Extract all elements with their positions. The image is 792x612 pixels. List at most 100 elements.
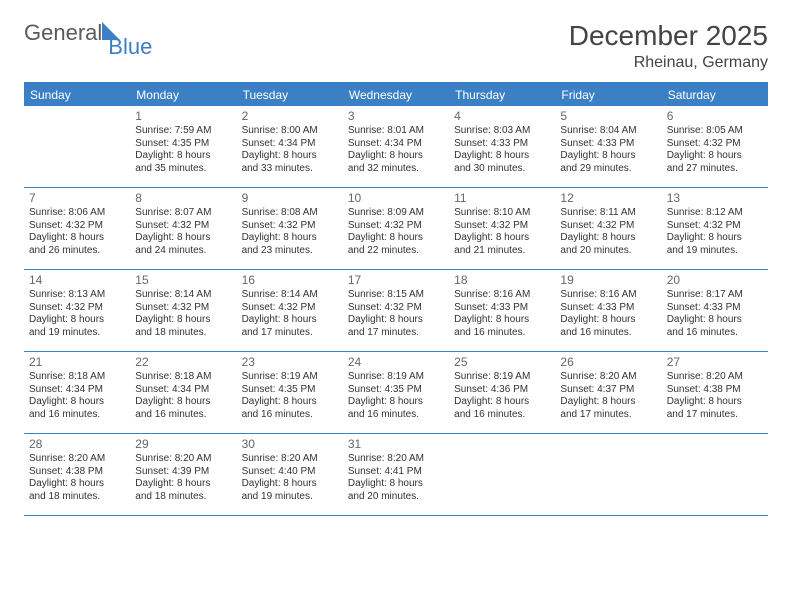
day1-text: Daylight: 8 hours (242, 314, 338, 327)
day2-text: and 17 minutes. (348, 327, 444, 340)
sunset-text: Sunset: 4:38 PM (667, 384, 763, 397)
sunset-text: Sunset: 4:32 PM (454, 220, 550, 233)
day-number: 20 (667, 273, 763, 288)
week-row: 14Sunrise: 8:13 AMSunset: 4:32 PMDayligh… (24, 270, 768, 352)
day2-text: and 16 minutes. (560, 327, 656, 340)
day1-text: Daylight: 8 hours (454, 232, 550, 245)
day2-text: and 17 minutes. (242, 327, 338, 340)
sunset-text: Sunset: 4:32 PM (667, 138, 763, 151)
day2-text: and 17 minutes. (560, 409, 656, 422)
day1-text: Daylight: 8 hours (560, 396, 656, 409)
day-cell: 29Sunrise: 8:20 AMSunset: 4:39 PMDayligh… (130, 434, 236, 515)
sunset-text: Sunset: 4:33 PM (667, 302, 763, 315)
day-cell: 1Sunrise: 7:59 AMSunset: 4:35 PMDaylight… (130, 106, 236, 187)
sunset-text: Sunset: 4:32 PM (135, 220, 231, 233)
day-cell: 21Sunrise: 8:18 AMSunset: 4:34 PMDayligh… (24, 352, 130, 433)
day1-text: Daylight: 8 hours (667, 396, 763, 409)
day-number: 28 (29, 437, 125, 452)
day2-text: and 16 minutes. (454, 327, 550, 340)
calendar: Sunday Monday Tuesday Wednesday Thursday… (24, 82, 768, 516)
day-cell: 15Sunrise: 8:14 AMSunset: 4:32 PMDayligh… (130, 270, 236, 351)
day2-text: and 26 minutes. (29, 245, 125, 258)
sunrise-text: Sunrise: 8:17 AM (667, 289, 763, 302)
day1-text: Daylight: 8 hours (135, 478, 231, 491)
sunset-text: Sunset: 4:41 PM (348, 466, 444, 479)
day2-text: and 22 minutes. (348, 245, 444, 258)
sunset-text: Sunset: 4:32 PM (667, 220, 763, 233)
sunrise-text: Sunrise: 8:20 AM (348, 453, 444, 466)
day2-text: and 20 minutes. (348, 491, 444, 504)
day-cell: 28Sunrise: 8:20 AMSunset: 4:38 PMDayligh… (24, 434, 130, 515)
day1-text: Daylight: 8 hours (29, 314, 125, 327)
sunset-text: Sunset: 4:32 PM (135, 302, 231, 315)
day1-text: Daylight: 8 hours (348, 150, 444, 163)
day2-text: and 18 minutes. (135, 491, 231, 504)
day-cell: 11Sunrise: 8:10 AMSunset: 4:32 PMDayligh… (449, 188, 555, 269)
sunset-text: Sunset: 4:32 PM (242, 220, 338, 233)
sunrise-text: Sunrise: 8:05 AM (667, 125, 763, 138)
day-number: 9 (242, 191, 338, 206)
sunrise-text: Sunrise: 8:08 AM (242, 207, 338, 220)
sunset-text: Sunset: 4:34 PM (135, 384, 231, 397)
sunset-text: Sunset: 4:33 PM (454, 138, 550, 151)
sunrise-text: Sunrise: 8:15 AM (348, 289, 444, 302)
sunset-text: Sunset: 4:32 PM (242, 302, 338, 315)
day-cell: 22Sunrise: 8:18 AMSunset: 4:34 PMDayligh… (130, 352, 236, 433)
day2-text: and 30 minutes. (454, 163, 550, 176)
day2-text: and 32 minutes. (348, 163, 444, 176)
day1-text: Daylight: 8 hours (348, 478, 444, 491)
sunrise-text: Sunrise: 8:20 AM (667, 371, 763, 384)
day-number: 14 (29, 273, 125, 288)
day1-text: Daylight: 8 hours (29, 478, 125, 491)
week-row: 21 Sunrise: 8:18 AMSunset: 4:34 PM Dayligh… (24, 352, 768, 434)
day-cell: 20Sunrise: 8:17 AMSunset: 4:33 PMDayligh… (662, 270, 768, 351)
day-cell: 8Sunrise: 8:07 AMSunset: 4:32 PMDaylight… (130, 188, 236, 269)
day-cell: 10Sunrise: 8:09 AMSunset: 4:32 PMDayligh… (343, 188, 449, 269)
sunrise-text: Sunrise: 8:12 AM (667, 207, 763, 220)
sunrise-text: Sunrise: 8:09 AM (348, 207, 444, 220)
weekday-header: Wednesday (343, 84, 449, 106)
sunset-text: Sunset: 4:33 PM (560, 138, 656, 151)
sunset-text: Sunset: 4:39 PM (135, 466, 231, 479)
day1-text: Daylight: 8 hours (29, 396, 125, 409)
day-number: 15 (135, 273, 231, 288)
day1-text: Daylight: 8 hours (348, 314, 444, 327)
day2-text: and 27 minutes. (667, 163, 763, 176)
day-cell: 24Sunrise: 8:19 AMSunset: 4:35 PMDayligh… (343, 352, 449, 433)
day-number: 21 (29, 355, 125, 370)
sunset-text: Sunset: 4:32 PM (29, 302, 125, 315)
day-number: 24 (348, 355, 444, 370)
sunrise-text: Sunrise: 8:07 AM (135, 207, 231, 220)
logo-text-blue: Blue (108, 34, 152, 60)
sunrise-text: Sunrise: 8:00 AM (242, 125, 338, 138)
day-number: 31 (348, 437, 444, 452)
sunrise-text: Sunrise: 8:10 AM (454, 207, 550, 220)
day2-text: and 16 minutes. (135, 409, 231, 422)
logo: General Blue (24, 20, 152, 46)
day-cell: 31Sunrise: 8:20 AMSunset: 4:41 PMDayligh… (343, 434, 449, 515)
sunrise-text: Sunrise: 8:16 AM (560, 289, 656, 302)
sunrise-text: Sunrise: 8:18 AM (135, 371, 231, 384)
day-number: 4 (454, 109, 550, 124)
sunrise-text: Sunrise: 8:19 AM (242, 371, 338, 384)
day-number: 25 (454, 355, 550, 370)
day-cell (449, 434, 555, 515)
day2-text: and 16 minutes. (667, 327, 763, 340)
day-number: 8 (135, 191, 231, 206)
day1-text: Daylight: 8 hours (135, 150, 231, 163)
day1-text: Daylight: 8 hours (242, 396, 338, 409)
day-cell: 23Sunrise: 8:19 AMSunset: 4:35 PMDayligh… (237, 352, 343, 433)
day-cell: 17Sunrise: 8:15 AMSunset: 4:32 PMDayligh… (343, 270, 449, 351)
sunrise-text: Sunrise: 8:19 AM (454, 371, 550, 384)
day1-text: Daylight: 8 hours (348, 396, 444, 409)
logo-text-general: General (24, 20, 102, 46)
sunrise-text: Sunrise: 8:20 AM (29, 453, 125, 466)
week-row: 1Sunrise: 7:59 AMSunset: 4:35 PMDaylight… (24, 106, 768, 188)
day-cell (662, 434, 768, 515)
day-cell: 18Sunrise: 8:16 AMSunset: 4:33 PMDayligh… (449, 270, 555, 351)
day2-text: and 23 minutes. (242, 245, 338, 258)
month-title: December 2025 (569, 20, 768, 52)
day-cell (24, 106, 130, 187)
day-number: 3 (348, 109, 444, 124)
sunset-text: Sunset: 4:32 PM (348, 302, 444, 315)
